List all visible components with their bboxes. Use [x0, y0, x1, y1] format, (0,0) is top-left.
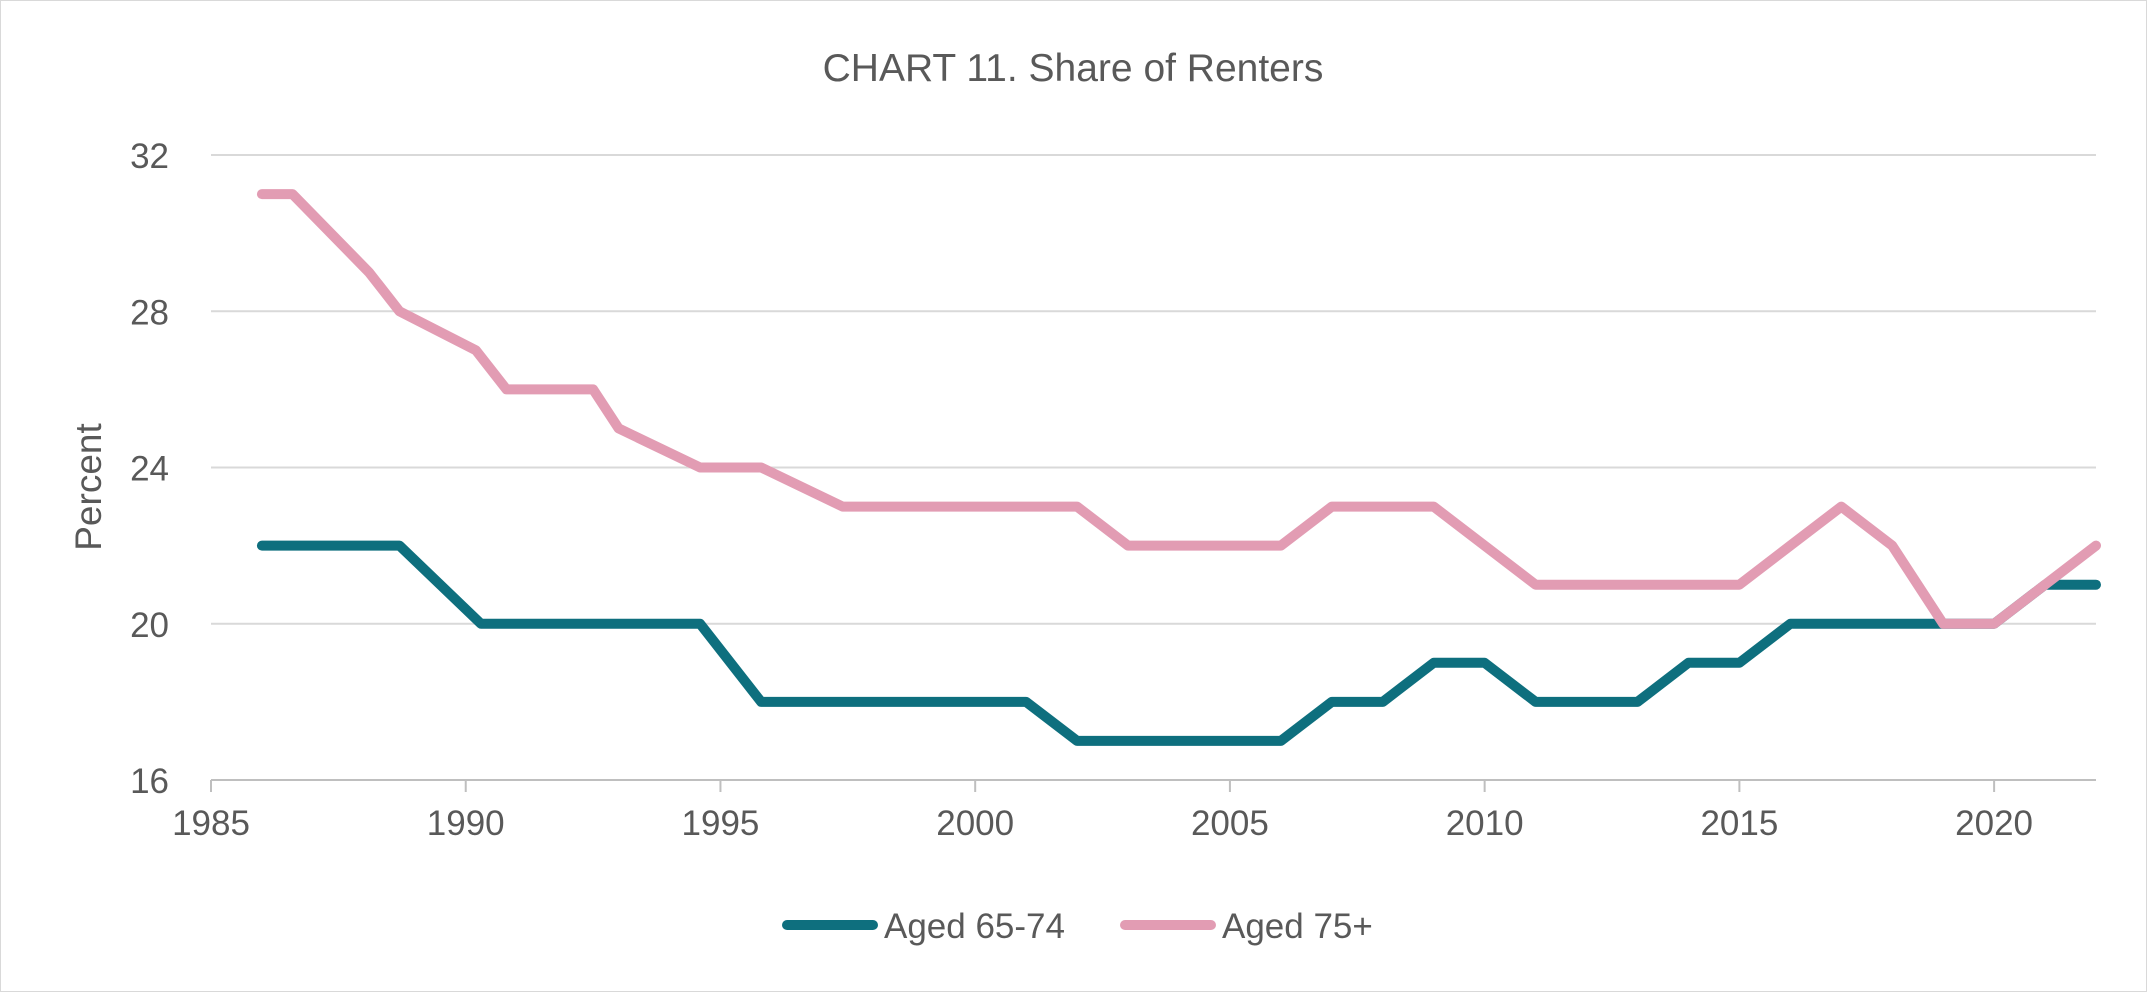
legend-label-1: Aged 65-74: [884, 907, 1065, 946]
chart-title: CHART 11. Share of Renters: [823, 47, 1324, 90]
series-line-1: [256, 540, 2101, 746]
y-axis-label: Percent: [68, 423, 109, 551]
y-tick-label: 20: [130, 606, 169, 645]
x-axis: [210, 779, 2096, 792]
series-lines: [256, 189, 2101, 746]
y-tick-label: 24: [130, 450, 169, 489]
x-tick-label: 2000: [936, 804, 1014, 843]
y-tick-labels: 16 20 24 28 32: [130, 137, 169, 801]
x-tick-label: 2015: [1700, 804, 1778, 843]
x-tick-label: 2020: [1955, 804, 2033, 843]
series-line-2: [256, 189, 2101, 629]
x-tick-label: 2010: [1446, 804, 1524, 843]
x-tick-label: 2005: [1191, 804, 1269, 843]
x-tick-label: 1985: [172, 804, 250, 843]
y-tick-label: 28: [130, 293, 169, 332]
x-tick-label: 1995: [682, 804, 760, 843]
y-tick-label: 16: [130, 762, 169, 801]
y-tick-label: 32: [130, 137, 169, 176]
gridlines: [211, 154, 2096, 625]
x-tick-labels: 1985 1990 1995 2000 2005 2010 2015 2020: [172, 804, 2033, 843]
legend-label-2: Aged 75+: [1222, 907, 1373, 946]
legend: Aged 65-74 Aged 75+: [782, 907, 1373, 946]
x-tick-label: 1990: [427, 804, 505, 843]
